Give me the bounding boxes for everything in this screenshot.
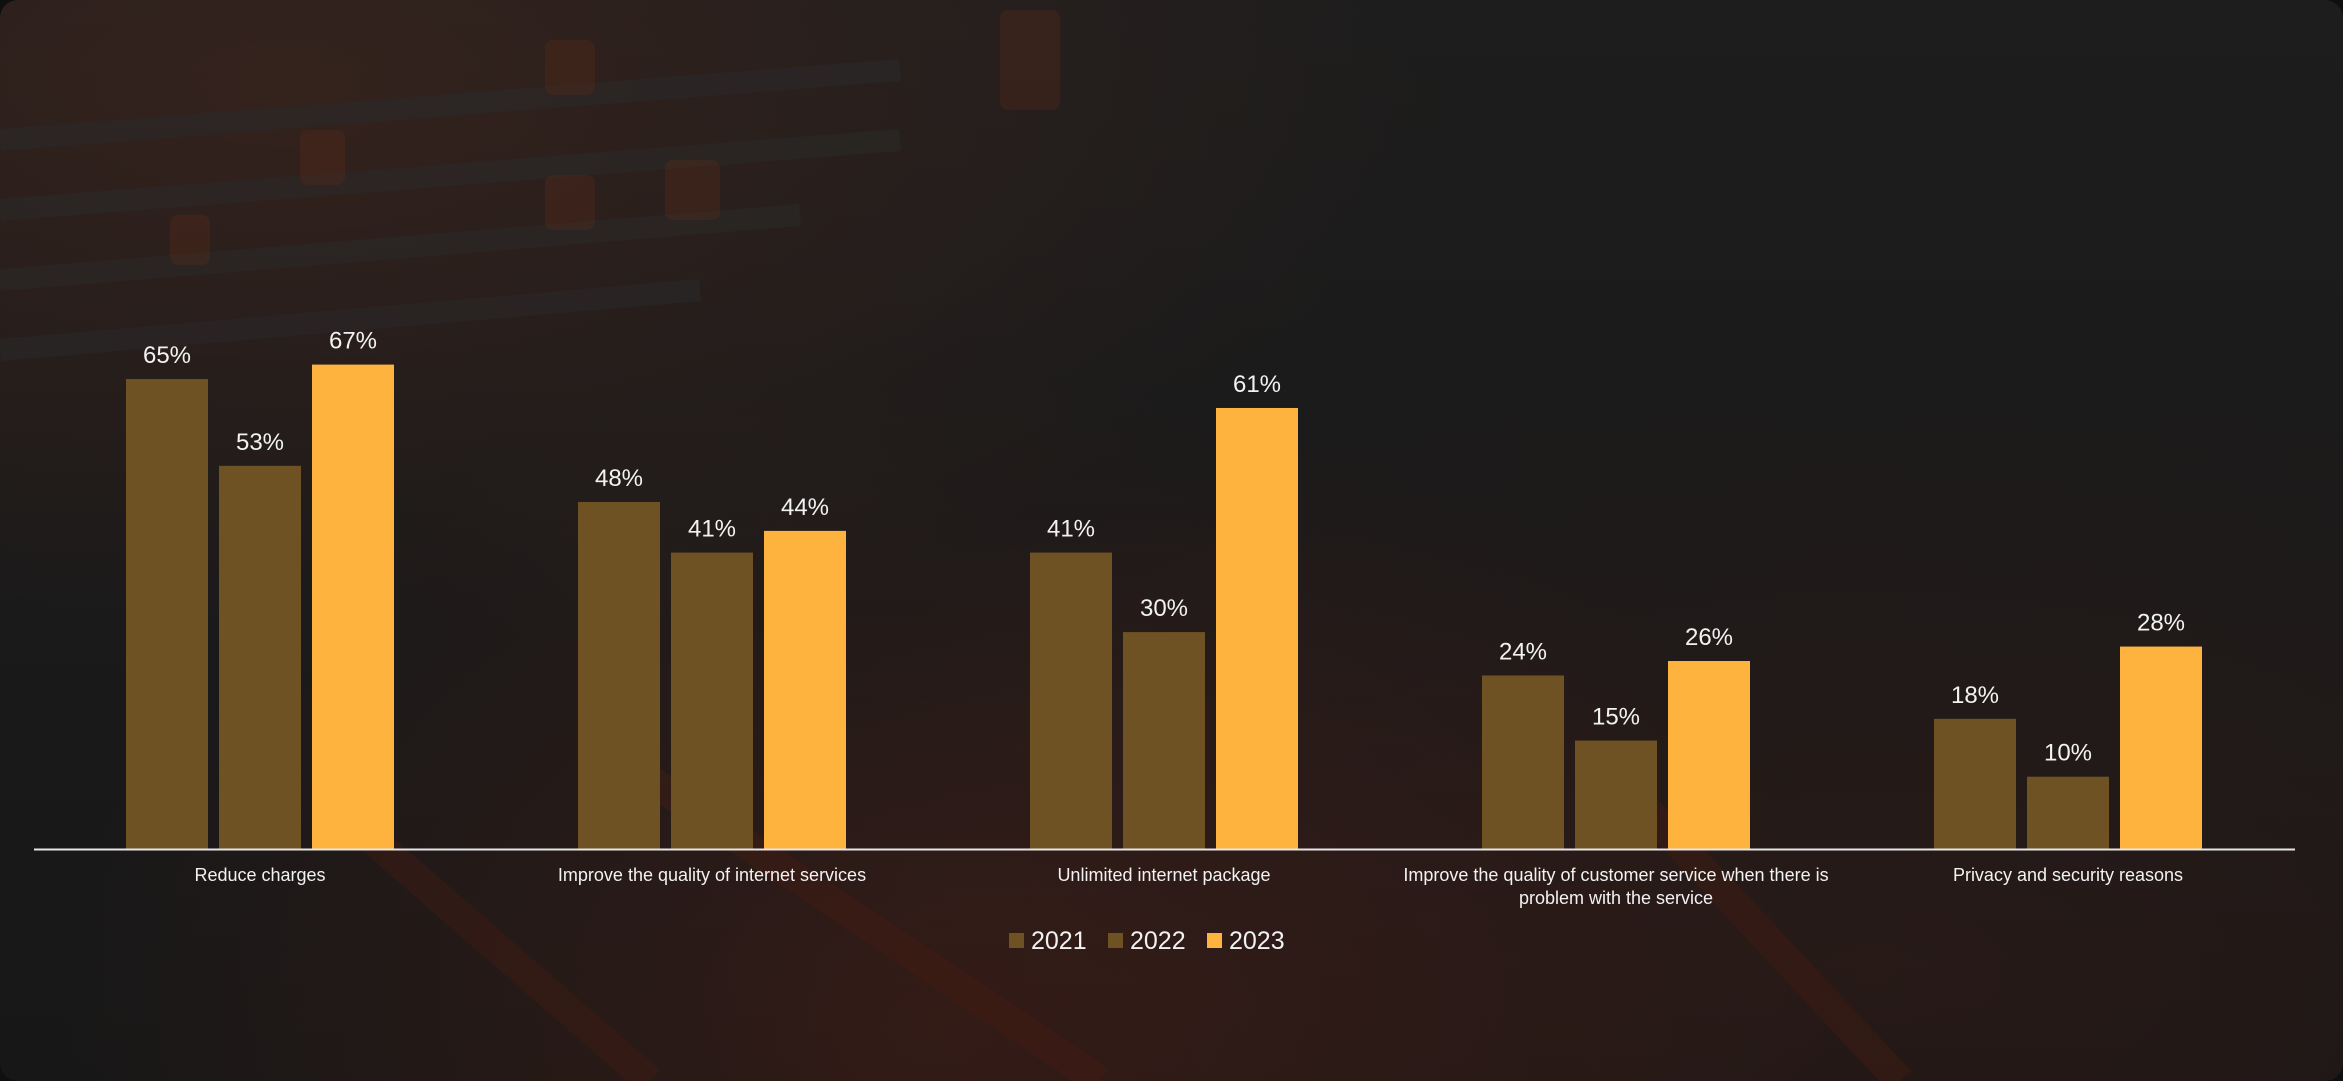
bar-2022-1 — [219, 465, 301, 849]
legend-label: 2021 — [1031, 927, 1087, 955]
data-label: 65% — [143, 342, 191, 369]
bar-2023-2 — [764, 530, 846, 849]
data-label: 53% — [236, 429, 284, 456]
bar-2023-3 — [1216, 407, 1298, 849]
bar-2023-1 — [312, 364, 394, 849]
bar-2021-5 — [1934, 718, 2016, 849]
legend-swatch-2021 — [1009, 933, 1024, 948]
legend-swatch-2023 — [1207, 933, 1222, 948]
bar-2021-4 — [1482, 675, 1564, 849]
data-label: 10% — [2044, 740, 2092, 767]
bar-2021-2 — [578, 501, 660, 849]
legend-swatch-2022 — [1108, 933, 1123, 948]
category-label: Privacy and security reasons — [1953, 865, 2183, 885]
category-label: problem with the service — [1519, 888, 1713, 908]
category-label: Improve the quality of customer service … — [1403, 865, 1828, 885]
data-label: 67% — [329, 328, 377, 355]
bar-2022-2 — [671, 552, 753, 849]
bar-2022-5 — [2027, 776, 2109, 849]
bar-2023-5 — [2120, 646, 2202, 849]
data-label: 18% — [1951, 682, 1999, 709]
data-label: 28% — [2137, 610, 2185, 637]
bar-2021-3 — [1030, 552, 1112, 849]
category-label: Reduce charges — [194, 865, 325, 885]
category-label: Improve the quality of internet services — [558, 865, 866, 885]
data-label: 41% — [688, 516, 736, 543]
data-label: 41% — [1047, 516, 1095, 543]
bar-2021-1 — [126, 379, 208, 849]
data-label: 24% — [1499, 638, 1547, 665]
bar-2023-4 — [1668, 661, 1750, 849]
data-label: 48% — [595, 465, 643, 492]
legend-label: 2022 — [1130, 927, 1186, 955]
bar-2022-3 — [1123, 632, 1205, 849]
data-label: 61% — [1233, 371, 1281, 398]
data-label: 15% — [1592, 704, 1640, 731]
bar-2022-4 — [1575, 740, 1657, 849]
data-label: 30% — [1140, 595, 1188, 622]
legend-label: 2023 — [1229, 927, 1285, 955]
data-label: 44% — [781, 494, 829, 521]
category-label: Unlimited internet package — [1057, 865, 1270, 885]
data-label: 26% — [1685, 624, 1733, 651]
